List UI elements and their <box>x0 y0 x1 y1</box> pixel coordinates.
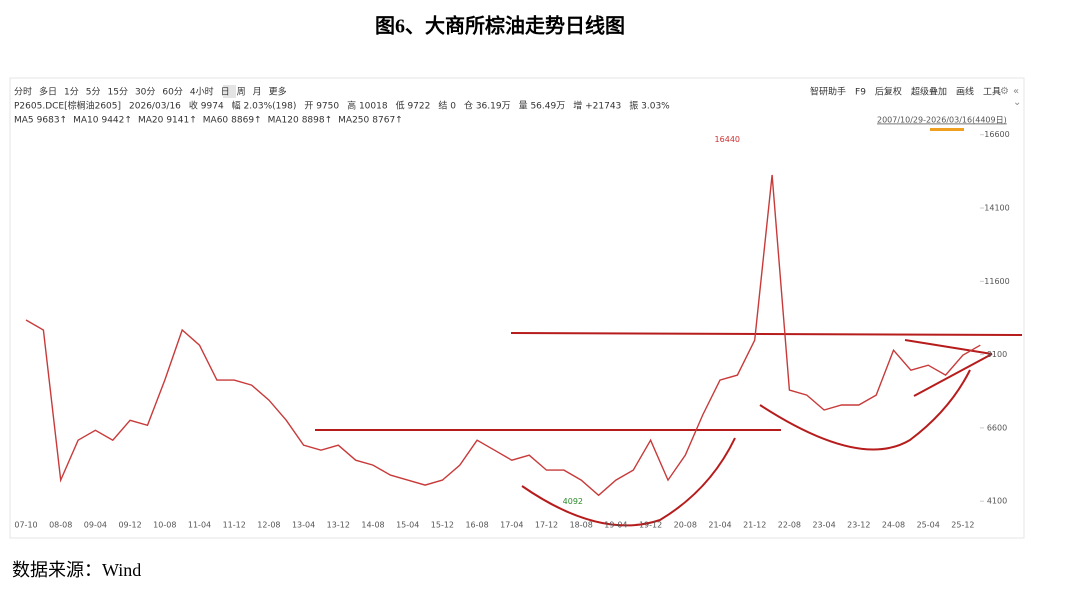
ma-value: 9683↑ <box>37 116 67 126</box>
x-tick-label: 11-04 <box>188 521 211 530</box>
toolbar-tab[interactable]: 5分 <box>86 87 101 98</box>
collapse-icon: « <box>1013 86 1019 97</box>
x-tick-label: 08-08 <box>49 521 72 530</box>
x-tick-label: 23-04 <box>812 521 835 530</box>
x-tick-label: 09-12 <box>118 521 141 530</box>
tool-button[interactable]: 工具 <box>983 87 1001 98</box>
x-tick-label: 18-08 <box>570 521 593 530</box>
y-tick-label: 16600 <box>984 130 1009 139</box>
x-tick-label: 07-10 <box>14 521 37 530</box>
toolbar-tab[interactable]: 15分 <box>108 87 128 98</box>
toolbar-tab[interactable]: 日 <box>221 87 230 98</box>
tool-button[interactable]: 智研助手 <box>810 86 846 98</box>
ma-value: 8898↑ <box>302 116 332 126</box>
x-tick-label: 21-04 <box>708 521 731 530</box>
quote-field: P2605.DCE[棕榈油2605] <box>14 100 121 112</box>
toolbar-tab[interactable]: 1分 <box>64 87 79 98</box>
x-tick-label: 19-12 <box>639 521 662 530</box>
price-annotation: 16440 <box>715 135 740 144</box>
quote-field: 量 56.49万 <box>519 101 566 112</box>
x-tick-label: 25-04 <box>917 521 940 530</box>
y-tick-label: 9100 <box>987 350 1007 359</box>
x-tick-label: 21-12 <box>743 521 766 530</box>
ma-value: 9442↑ <box>101 116 131 126</box>
quote-field: 仓 36.19万 <box>464 100 511 112</box>
quote-field: 开 9750 <box>304 101 339 112</box>
x-tick-label: 17-04 <box>500 521 523 530</box>
x-tick-label: 23-12 <box>847 521 870 530</box>
y-tick-label: 14100 <box>984 204 1009 213</box>
ma-label: MA120 <box>268 116 299 126</box>
toolbar-tab[interactable]: 多日 <box>39 86 57 98</box>
quote-field: 增 +21743 <box>573 100 621 112</box>
active-tab <box>223 85 236 98</box>
ma-label: MA5 <box>14 116 34 126</box>
ma-label: MA20 <box>138 116 164 126</box>
x-tick-label: 14-08 <box>361 521 384 530</box>
x-tick-label: 19-04 <box>604 521 627 530</box>
x-tick-label: 15-12 <box>431 521 454 530</box>
quote-field: 低 9722 <box>396 100 431 112</box>
x-tick-label: 25-12 <box>951 521 974 530</box>
screenshot-frame <box>9 77 1025 539</box>
figure-title: 图6、大商所棕油走势日线图 <box>375 14 625 38</box>
tool-button[interactable]: 画线 <box>956 86 974 98</box>
y-tick-label: 11600 <box>984 277 1009 286</box>
x-tick-label: 22-08 <box>778 521 801 530</box>
toolbar-tab[interactable]: 60分 <box>162 87 182 98</box>
quote-field: 收 9974 <box>189 100 224 112</box>
toolbar-tab[interactable]: 周 <box>237 87 246 98</box>
trend-lines <box>315 332 1023 527</box>
ma-label: MA10 <box>73 116 99 126</box>
tool-button[interactable]: 后复权 <box>875 86 902 98</box>
x-tick-label: 20-08 <box>674 521 697 530</box>
toolbar-tab[interactable]: 更多 <box>269 86 287 98</box>
x-tick-label: 10-08 <box>153 521 176 530</box>
quote-field: 高 10018 <box>347 100 388 112</box>
x-tick-label: 12-08 <box>257 521 280 530</box>
quote-field: 结 0 <box>438 100 456 112</box>
x-tick-label: 17-12 <box>535 521 558 530</box>
x-tick-label: 24-08 <box>882 521 905 530</box>
y-tick-label: 4100 <box>987 497 1007 506</box>
price-line <box>25 174 981 497</box>
x-tick-label: 13-12 <box>327 521 350 530</box>
ma-value: 8869↑ <box>231 116 261 126</box>
toolbar-tab[interactable]: 30分 <box>135 87 155 98</box>
ma-value: 8767↑ <box>372 116 402 126</box>
quote-field: 振 3.03% <box>629 100 670 112</box>
price-annotation: 4092 <box>563 497 583 506</box>
x-tick-label: 15-04 <box>396 521 419 530</box>
expand-icon: ⌄ <box>1013 97 1021 108</box>
tool-button[interactable]: 超级叠加 <box>911 86 947 98</box>
quote-field: 幅 2.03%(198) <box>232 100 297 112</box>
source-note: 数据来源：Wind <box>12 560 141 580</box>
settings-icon: ⚙ <box>1000 86 1009 97</box>
x-tick-label: 11-12 <box>223 521 246 530</box>
ma-value: 9141↑ <box>166 116 196 126</box>
toolbar-tab[interactable]: 分时 <box>14 86 32 98</box>
x-tick-label: 16-08 <box>465 521 488 530</box>
ma-label: MA250 <box>338 116 369 126</box>
x-tick-label: 09-04 <box>84 521 107 530</box>
toolbar-tab[interactable]: 月 <box>253 87 262 98</box>
y-tick-label: 6600 <box>987 423 1007 432</box>
date-range: 2007/10/29-2026/03/16(4409日) <box>877 116 1007 125</box>
tool-button[interactable]: F9 <box>855 88 866 98</box>
ma-label: MA60 <box>203 116 229 126</box>
toolbar-tab[interactable]: 4小时 <box>190 86 214 98</box>
x-tick-label: 13-04 <box>292 521 315 530</box>
range-marker <box>930 128 964 131</box>
quote-field: 2026/03/16 <box>129 102 181 112</box>
